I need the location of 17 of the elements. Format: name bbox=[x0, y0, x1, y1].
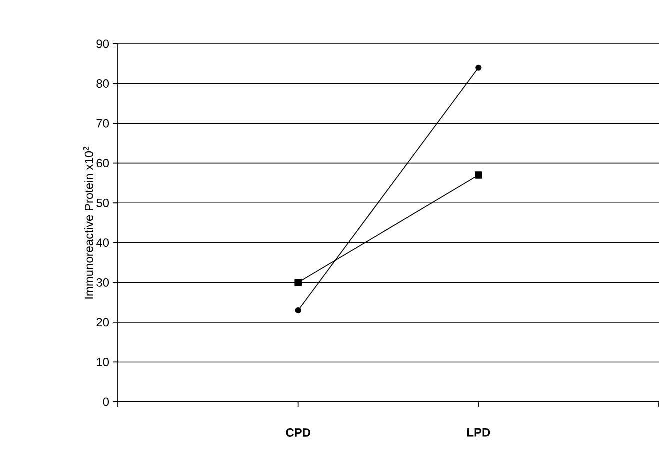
point bbox=[475, 172, 482, 179]
point bbox=[295, 307, 302, 314]
y-tick-label: 10 bbox=[97, 358, 110, 366]
y-tick-label: 90 bbox=[96, 40, 110, 48]
y-tick-label: 20 bbox=[96, 318, 110, 327]
y-tick-label: 50 bbox=[96, 198, 110, 208]
y-tick-label: 80 bbox=[96, 80, 110, 88]
y-tick-label: 70 bbox=[96, 119, 110, 128]
y-tick-label: 60 bbox=[96, 159, 110, 168]
y-tick-label: 30 bbox=[96, 278, 110, 287]
x-tick-label: CPD bbox=[286, 428, 310, 437]
x-tick-label: LPD bbox=[468, 428, 490, 437]
y-axis-title: Immunoreactive Protein x10$^{2}$ bbox=[83, 147, 94, 299]
y-tick-label: 40 bbox=[96, 238, 110, 248]
point bbox=[476, 64, 482, 71]
y-tick-label: 0 bbox=[103, 398, 110, 406]
point bbox=[294, 279, 302, 286]
